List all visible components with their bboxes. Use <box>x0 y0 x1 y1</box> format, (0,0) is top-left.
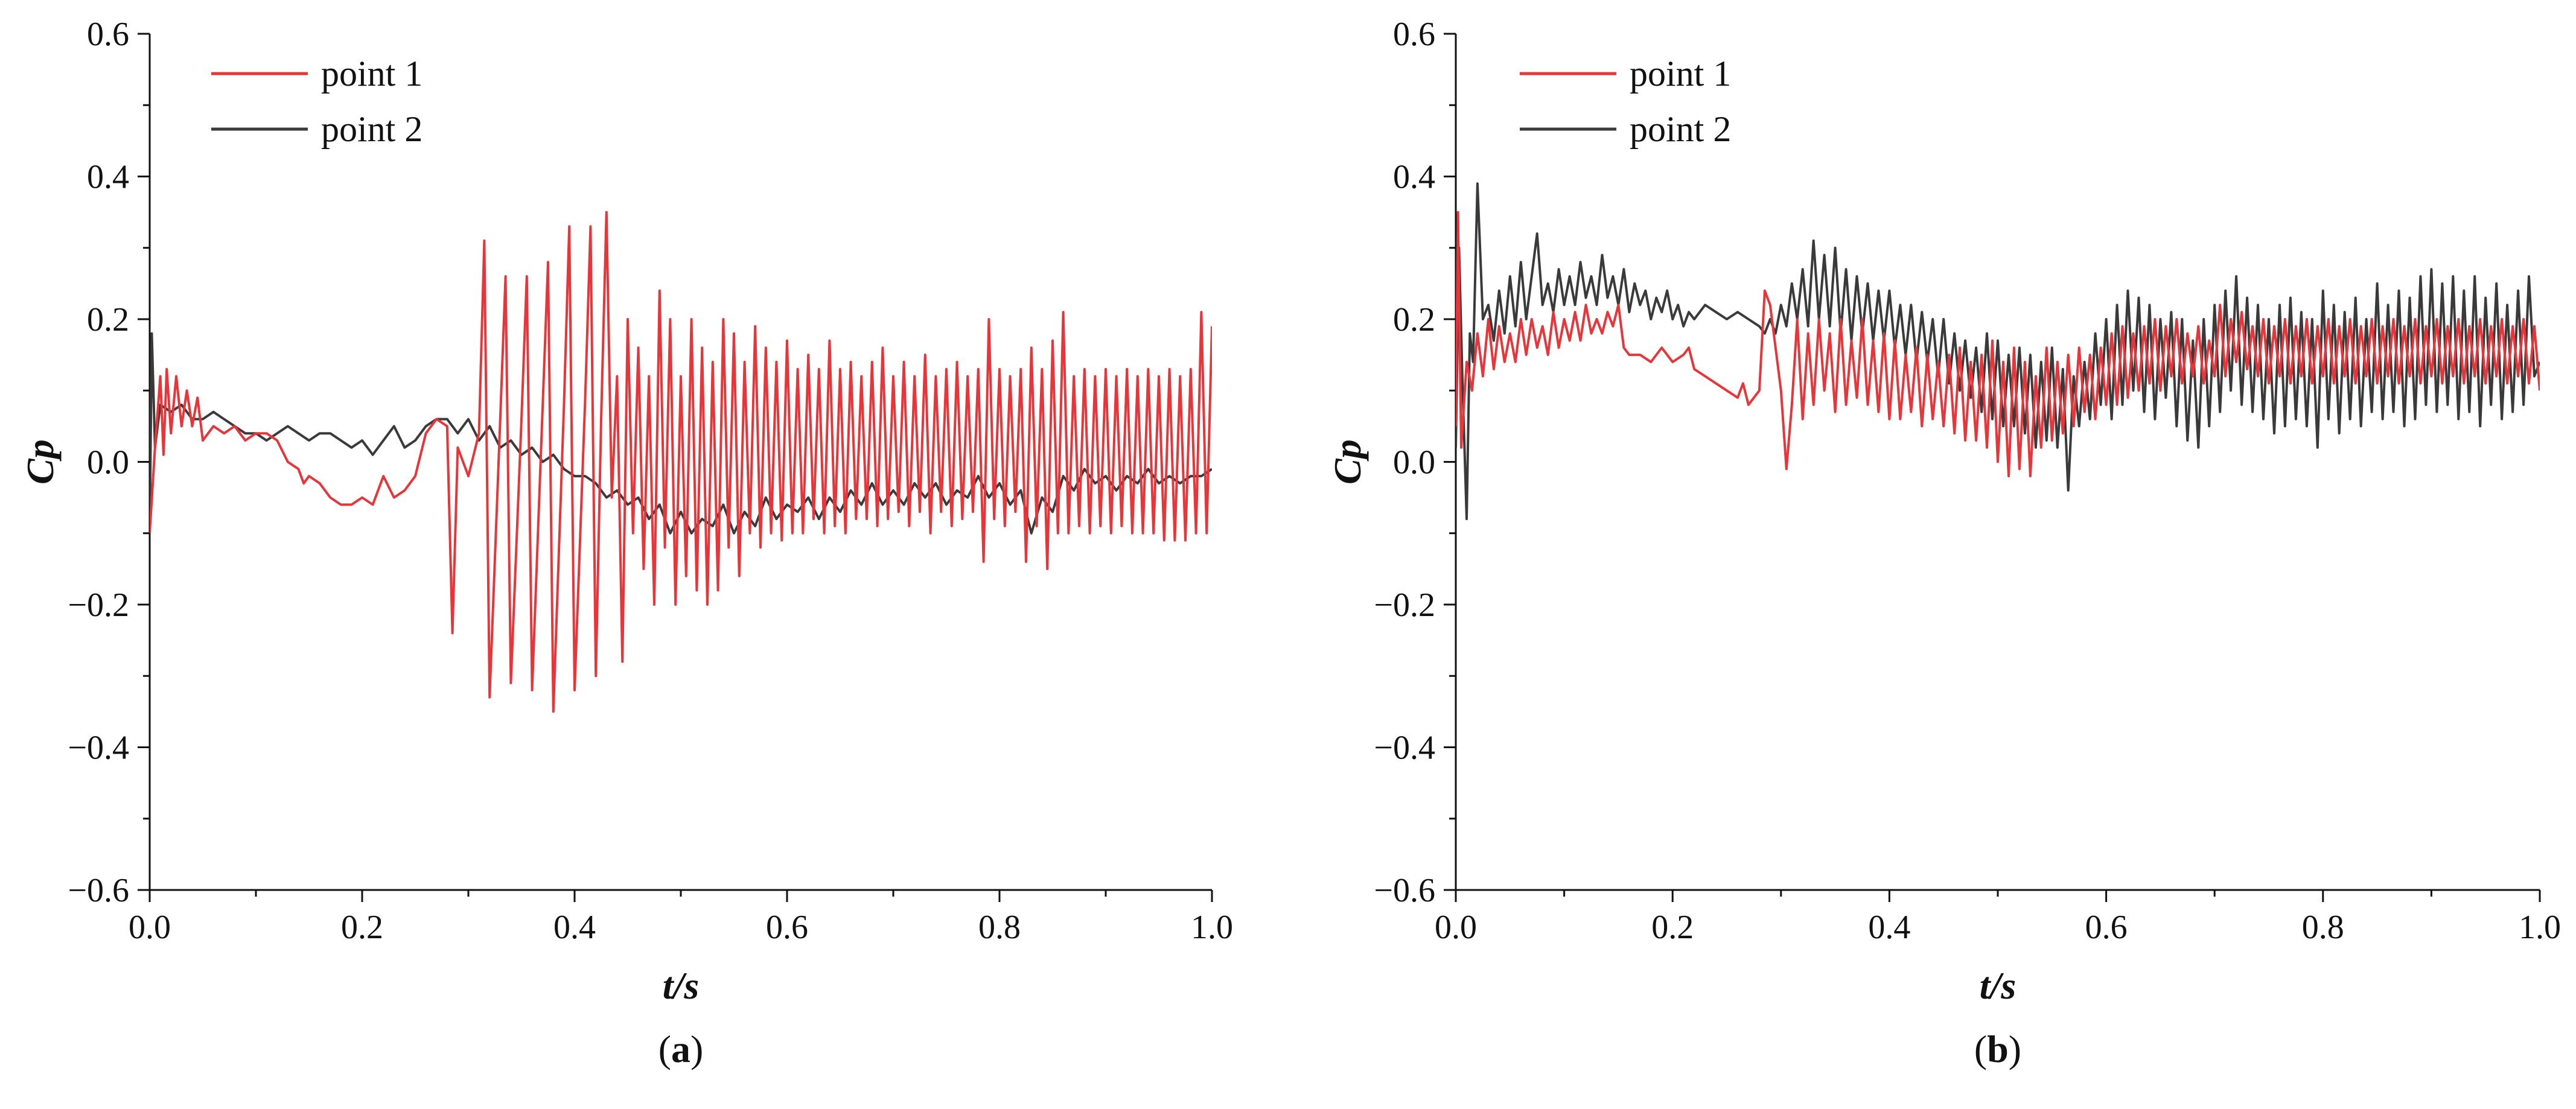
x-axis-title: t/s <box>663 964 699 1007</box>
y-tick-label: −0.4 <box>68 729 129 767</box>
y-tick-label: 0.2 <box>87 301 129 338</box>
y-tick-label: 0.0 <box>1393 444 1435 481</box>
x-tick-label: 0.2 <box>341 909 383 946</box>
panel-label-close: ) <box>690 1028 703 1070</box>
y-tick-label: 0.0 <box>87 444 129 481</box>
y-tick-label: −0.6 <box>1374 872 1435 909</box>
legend-label-point-1: point 1 <box>321 54 422 94</box>
legend-label-point-1: point 1 <box>1630 54 1731 94</box>
panel-label: (a) <box>658 1028 704 1070</box>
series-line-point-2 <box>150 332 1212 535</box>
x-tick-label: 1.0 <box>1191 909 1233 946</box>
x-tick-label: 1.0 <box>2519 909 2561 946</box>
y-axis-title: Cp <box>1326 439 1369 485</box>
series-line-point-1 <box>150 211 1212 713</box>
x-tick-label: 0.8 <box>978 909 1021 946</box>
y-tick-label: −0.2 <box>68 586 129 624</box>
y-tick-label: −0.6 <box>68 872 129 909</box>
legend-label-point-2: point 2 <box>1630 109 1731 149</box>
x-tick-label: 0.8 <box>2302 909 2344 946</box>
panel-label-open: ( <box>1974 1028 1987 1070</box>
panel-label-letter: a <box>671 1028 690 1070</box>
y-tick-label: −0.4 <box>1374 729 1435 767</box>
panel-label-open: ( <box>658 1028 671 1070</box>
y-tick-label: 0.6 <box>1393 16 1435 53</box>
panel-label: (b) <box>1974 1028 2021 1070</box>
panel-label-letter: b <box>1987 1028 2009 1070</box>
x-tick-label: 0.6 <box>766 909 808 946</box>
x-tick-label: 0.2 <box>1651 909 1694 946</box>
panel-b: 0.0 0.2 0.4 0.6 0.8 1.0 0.6 0.4 0.2 0.0 −0.2 −0.4 −0… <box>1326 16 2561 1070</box>
legend-label-point-2: point 2 <box>321 109 422 149</box>
x-tick-label: 0.6 <box>2085 909 2128 946</box>
y-tick-label: 0.4 <box>87 159 129 196</box>
y-tick-label: 0.4 <box>1393 159 1435 196</box>
x-tick-label: 0.0 <box>129 909 171 946</box>
x-tick-label: 0.4 <box>553 909 596 946</box>
series-line-point-1 <box>1456 211 2540 478</box>
x-axis-title: t/s <box>1980 964 2016 1007</box>
y-tick-label: −0.2 <box>1374 586 1435 624</box>
y-tick-label: 0.6 <box>87 16 129 53</box>
y-axis-title: Cp <box>19 439 62 485</box>
x-tick-label: 0.4 <box>1868 909 1910 946</box>
panel-label-close: ) <box>2009 1028 2021 1070</box>
x-tick-label: 0.0 <box>1435 909 1477 946</box>
y-tick-label: 0.2 <box>1393 301 1435 338</box>
panel-a: 0.0 0.2 0.4 0.6 0.8 1.0 0.6 0.4 0.2 0.0 −0.2 −0.4 −0… <box>19 16 1233 1070</box>
series-line-point-2 <box>1456 182 2540 521</box>
